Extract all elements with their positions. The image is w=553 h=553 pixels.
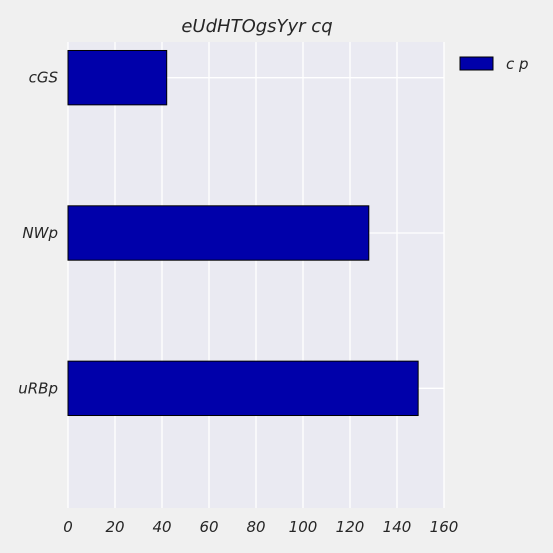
x-tick-labels: 0 20 40 60 80 100 120 140 160 bbox=[63, 518, 458, 536]
x-tick-label: 0 bbox=[63, 518, 73, 536]
x-tick-label: 80 bbox=[246, 518, 265, 536]
x-tick-label: 160 bbox=[430, 518, 459, 536]
y-tick-label: uRBp bbox=[18, 379, 58, 397]
x-tick-label: 140 bbox=[383, 518, 412, 536]
x-tick-label: 100 bbox=[289, 518, 318, 536]
x-tick-label: 20 bbox=[105, 518, 124, 536]
bar-cGS bbox=[67, 49, 168, 106]
legend: c p bbox=[459, 55, 529, 73]
y-tick-label: NWp bbox=[22, 224, 58, 242]
bar-NWp bbox=[67, 205, 370, 261]
legend-label: c p bbox=[506, 55, 529, 73]
y-tick-label: cGS bbox=[29, 69, 59, 87]
x-tick-label: 40 bbox=[152, 518, 171, 536]
bars bbox=[67, 49, 419, 417]
bar-uRBp bbox=[67, 360, 419, 417]
x-tick-label: 120 bbox=[336, 518, 365, 536]
legend-swatch bbox=[459, 56, 494, 71]
chart-title: eUdHTOgsYyr cq bbox=[181, 16, 332, 37]
x-tick-label: 60 bbox=[199, 518, 218, 536]
y-tick-labels: cGS NWp uRBp bbox=[18, 69, 58, 398]
